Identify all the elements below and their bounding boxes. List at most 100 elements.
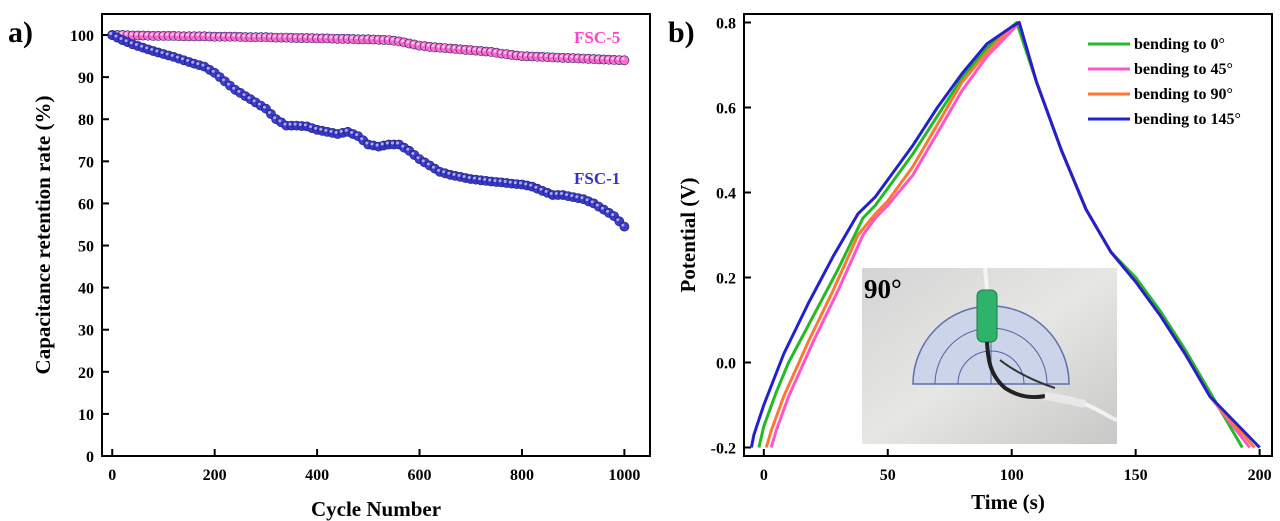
data-point-highlight [483, 49, 486, 52]
panel-a-x-tick-label: 1000 [608, 467, 640, 484]
data-point-highlight [258, 103, 261, 106]
data-point-highlight [504, 51, 507, 54]
data-point-highlight [324, 35, 327, 38]
data-point-highlight [340, 36, 343, 39]
data-point-highlight [442, 170, 445, 173]
panel-b-x-tick-label: 100 [1000, 467, 1024, 484]
data-point-highlight [509, 181, 512, 184]
data-point-highlight [166, 33, 169, 36]
data-point-highlight [437, 45, 440, 48]
data-point-highlight [355, 133, 358, 136]
data-point-highlight [140, 33, 143, 36]
data-point-highlight [365, 142, 368, 145]
data-point-highlight [555, 192, 558, 195]
data-point-highlight [499, 179, 502, 182]
data-point-highlight [606, 210, 609, 213]
data-point-highlight [258, 34, 261, 37]
data-point-highlight [155, 50, 158, 53]
data-point-highlight [114, 35, 117, 38]
data-point-highlight [545, 190, 548, 193]
data-point-highlight [386, 37, 389, 40]
data-point-highlight [529, 54, 532, 57]
data-point-highlight [319, 128, 322, 131]
panel-b-y-tick-label: 0.0 [716, 356, 736, 373]
data-point-highlight [350, 131, 353, 134]
data-point-highlight [621, 224, 624, 227]
data-point-highlight [401, 145, 404, 148]
data-point-highlight [309, 125, 312, 128]
data-point-highlight [212, 70, 215, 73]
data-point-highlight [171, 33, 174, 36]
panel-a-y-tick-label: 60 [78, 196, 94, 213]
data-point-highlight [120, 37, 123, 40]
panel-b-x-tick-label: 50 [880, 467, 896, 484]
data-point-highlight [621, 57, 624, 60]
panel-b-y-tick-label: 0.8 [716, 16, 736, 33]
data-point-highlight [396, 38, 399, 41]
panel-a-y-tick-label: 50 [78, 239, 94, 256]
panel-a-x-axis-title: Cycle Number [311, 497, 441, 521]
data-point-highlight [396, 142, 399, 145]
data-point-highlight [596, 56, 599, 59]
data-point-highlight [263, 106, 266, 109]
data-point-highlight [176, 56, 179, 59]
data-point-highlight [401, 39, 404, 42]
panel-b: b) [668, 14, 1272, 514]
panel-a-y-tick-label: 10 [78, 407, 94, 424]
data-point-highlight [534, 54, 537, 57]
data-point-highlight [350, 36, 353, 39]
data-point-highlight [417, 43, 420, 46]
panel-b-x-tick-label: 150 [1124, 467, 1148, 484]
data-point-highlight [468, 176, 471, 179]
data-point-highlight [493, 179, 496, 182]
data-point-highlight [611, 213, 614, 216]
data-point-highlight [314, 127, 317, 130]
annotation-fsc1: FSC-1 [574, 169, 620, 188]
panel-a-y-tick-label: 20 [78, 365, 94, 382]
panel-b-x-tick-label: 0 [760, 467, 768, 484]
panel-b-letter: b) [668, 16, 695, 49]
data-point-highlight [176, 33, 179, 36]
data-point-highlight [575, 55, 578, 58]
data-point-highlight [616, 57, 619, 60]
data-point-highlight [611, 57, 614, 60]
data-point-highlight [335, 36, 338, 39]
data-point-highlight [309, 35, 312, 38]
data-point-highlight [473, 177, 476, 180]
panel-b-y-tick-label: -0.2 [711, 441, 736, 458]
data-point-highlight [135, 33, 138, 36]
data-point-highlight [514, 53, 517, 56]
data-point-highlight [463, 47, 466, 50]
data-point-highlight [294, 35, 297, 38]
data-point-highlight [422, 159, 425, 162]
data-point-highlight [463, 175, 466, 178]
data-point-highlight [140, 45, 143, 48]
data-point-highlight [427, 163, 430, 166]
wire-top [985, 268, 987, 290]
data-point-highlight [145, 46, 148, 49]
data-point-highlight [519, 53, 522, 56]
data-point-highlight [591, 56, 594, 59]
data-point-highlight [452, 173, 455, 176]
data-point-highlight [591, 200, 594, 203]
data-point-highlight [560, 192, 563, 195]
panel-a: a) 0 200 400 600 800 1000 0 10 20 30 40 50 60 70 80 90… [8, 14, 650, 521]
data-point-highlight [289, 35, 292, 38]
data-point-highlight [586, 198, 589, 201]
data-point-highlight [488, 49, 491, 52]
data-point-highlight [253, 34, 256, 37]
data-point-highlight [232, 34, 235, 37]
data-point-highlight [273, 116, 276, 119]
data-point-highlight [345, 36, 348, 39]
data-point-highlight [488, 179, 491, 182]
data-point-highlight [411, 42, 414, 45]
data-point-highlight [370, 143, 373, 146]
data-point-highlight [478, 48, 481, 51]
data-point-highlight [386, 142, 389, 145]
panel-a-x-tick-label: 600 [408, 467, 432, 484]
data-point-highlight [130, 33, 133, 36]
data-point-highlight [145, 33, 148, 36]
data-point-highlight [289, 123, 292, 126]
panel-a-x-ticks: 0 200 400 600 800 1000 [108, 449, 640, 484]
